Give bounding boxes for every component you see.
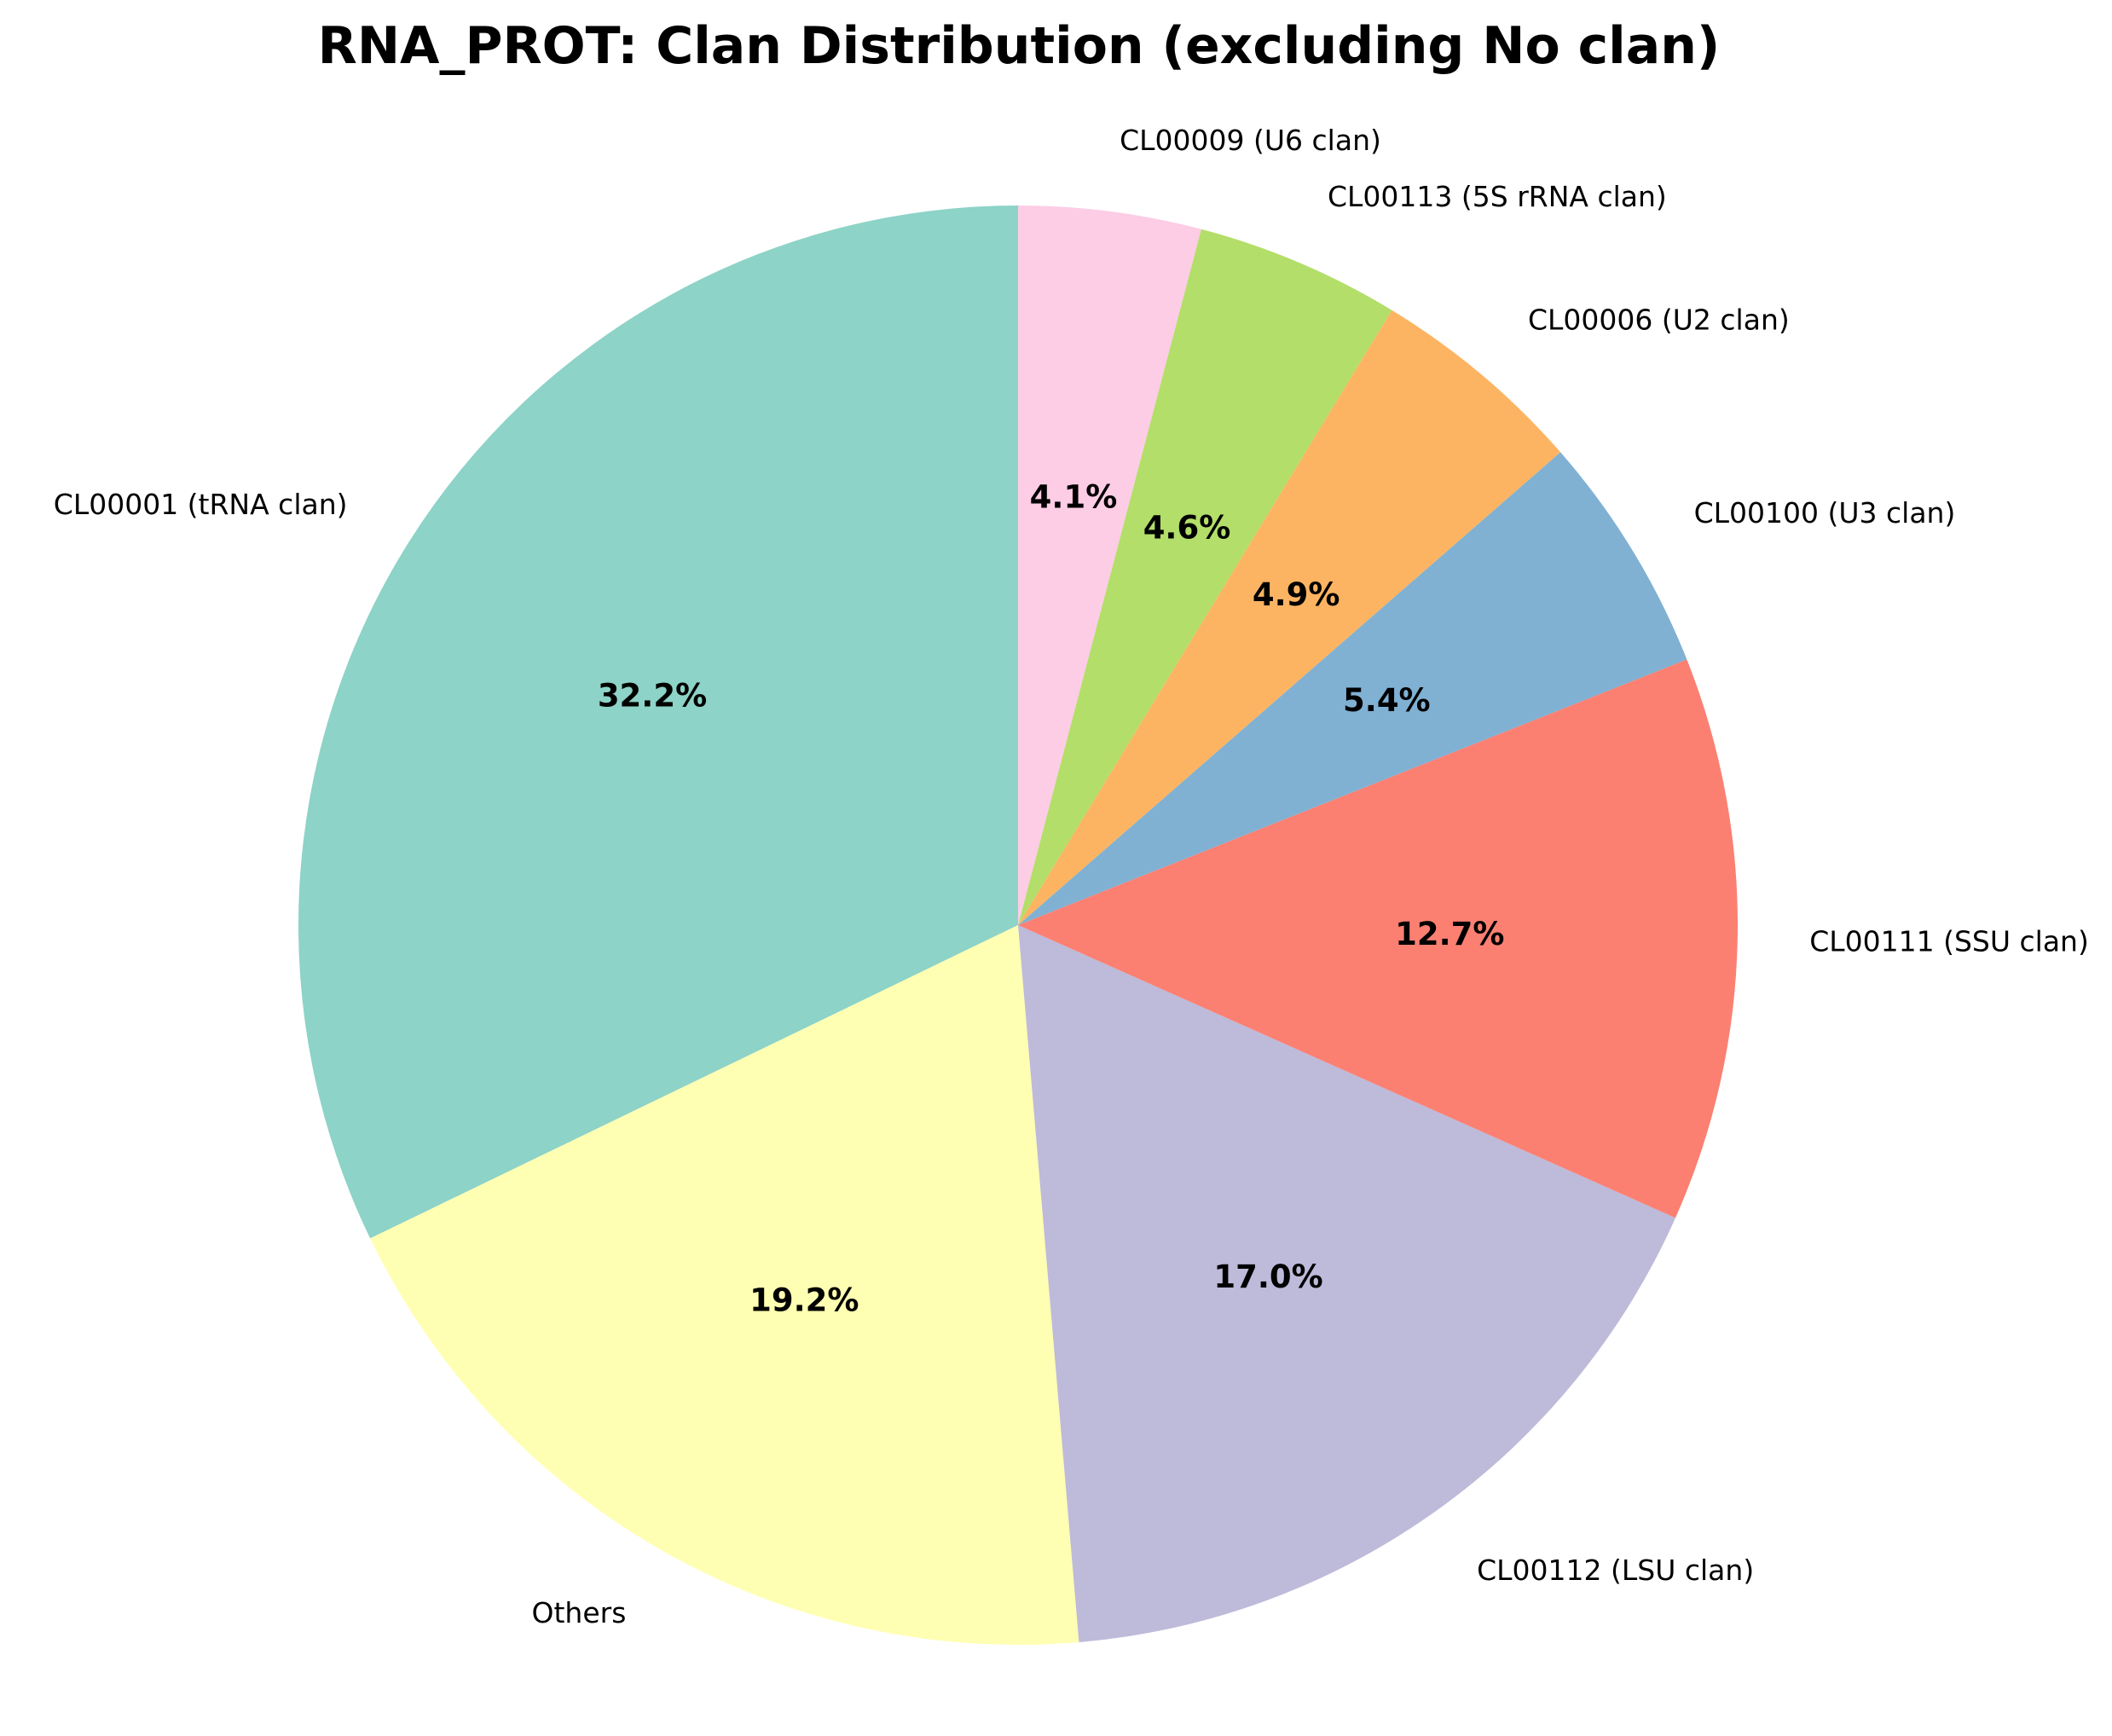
- pie-category-labels: CL00001 (tRNA clan) Others CL00112 (LSU cl…: [54, 124, 2089, 1629]
- pie-slice-others: [370, 925, 1079, 1645]
- pie-percent-label: 17.0%: [1213, 1259, 1322, 1295]
- pie-slices: [298, 205, 1738, 1645]
- pie-percent-label: 12.7%: [1395, 916, 1504, 952]
- pie-percent-label: 5.4%: [1343, 682, 1431, 719]
- pie-category-label: CL00113 (5S rRNA clan): [1328, 180, 1667, 213]
- pie-category-label: CL00111 (SSU clan): [1809, 924, 2089, 958]
- pie-category-label: CL00006 (U2 clan): [1528, 303, 1790, 336]
- pie-percent-label: 32.2%: [598, 677, 707, 714]
- pie-slice-cl00001-trna-clan: [298, 205, 1018, 1239]
- pie-percent-label: 4.1%: [1030, 478, 1118, 515]
- pie-slice-cl00111-ssu-clan: [1018, 659, 1738, 1218]
- pie-slice-cl00112-lsu-clan: [1018, 925, 1675, 1642]
- pie-slice-cl00009-u6-clan: [1018, 205, 1201, 925]
- pie-percent-label: 4.9%: [1253, 576, 1340, 613]
- pie-percent-labels: 32.2% 19.2% 17.0% 12.7% 5.4% 4.9% 4.6% 4.1%: [598, 478, 1505, 1318]
- pie-slice-cl00006-u2-clan: [1018, 310, 1561, 925]
- pie-percent-label: 19.2%: [749, 1282, 859, 1319]
- pie-percent-label: 4.6%: [1143, 509, 1231, 546]
- pie-category-label: CL00100 (U3 clan): [1694, 496, 1956, 529]
- pie-slice-cl00100-u3-clan: [1018, 452, 1687, 925]
- pie-category-label: CL00112 (LSU clan): [1477, 1554, 1754, 1587]
- pie-slice-cl00113-5s-rrna-clan: [1018, 229, 1392, 926]
- chart-title: RNA_PROT: Clan Distribution (excluding N…: [318, 16, 1721, 76]
- pie-category-label: CL00001 (tRNA clan): [54, 488, 348, 521]
- pie-category-label: Others: [532, 1596, 627, 1629]
- pie-category-label: CL00009 (U6 clan): [1120, 124, 1381, 157]
